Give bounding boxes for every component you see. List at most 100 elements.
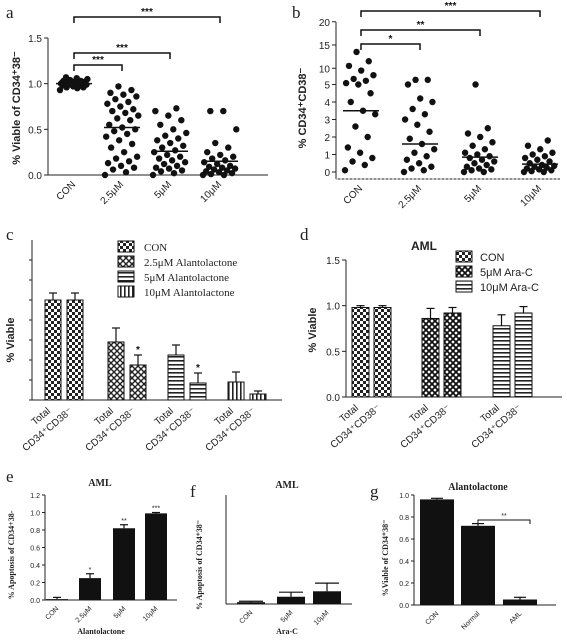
panel-c-legend-label: CON bbox=[144, 242, 167, 254]
panel-b-point bbox=[367, 90, 374, 97]
panel-d-title: AML bbox=[411, 239, 437, 253]
panel-e-bar: e AML % Apoptosis of CD34+38- Alantolact… bbox=[6, 467, 177, 636]
panel-c-bar: c % Viable TotalCD34⁺CD38⁻*TotalCD34⁺CD3… bbox=[5, 225, 282, 454]
panel-a-point bbox=[228, 169, 236, 177]
panel-a-point bbox=[152, 164, 160, 171]
panel-b-point bbox=[469, 142, 476, 149]
panel-b-point bbox=[372, 111, 379, 118]
panel-a-point bbox=[58, 79, 66, 86]
panel-b-point bbox=[426, 128, 433, 135]
panel-a-point bbox=[106, 121, 113, 128]
panel-b-point bbox=[350, 75, 357, 83]
panel-a-point bbox=[62, 74, 70, 81]
panel-e-ytick-label: 0.8 bbox=[30, 528, 40, 535]
panel-b-point bbox=[411, 149, 418, 156]
panel-g-xtick-label: CON bbox=[424, 610, 440, 626]
panel-b-point bbox=[543, 164, 550, 171]
panel-label-d: d bbox=[300, 225, 309, 244]
panel-a-point bbox=[158, 144, 166, 151]
panel-d-bar bbox=[514, 312, 533, 398]
panel-b-point bbox=[537, 146, 544, 153]
panel-a-point bbox=[114, 115, 121, 122]
panel-d-bar bbox=[421, 317, 440, 398]
panel-b-point bbox=[423, 153, 430, 160]
panel-a-point bbox=[205, 163, 213, 170]
panel-label-a: a bbox=[6, 3, 14, 22]
panel-a-point bbox=[168, 157, 176, 164]
panel-b-sig-label: ** bbox=[417, 20, 425, 31]
panel-a-point bbox=[226, 162, 234, 170]
panel-b-ytick-label: 15 bbox=[319, 41, 331, 52]
panel-b-point bbox=[524, 142, 532, 149]
panel-a-point bbox=[107, 144, 115, 151]
panel-a-point bbox=[181, 159, 189, 166]
panel-a-point bbox=[212, 139, 219, 147]
panel-a-point bbox=[112, 95, 119, 103]
panel-g-xtick-label: AML bbox=[508, 610, 523, 625]
panel-d-legend-label: 5μM Ara-C bbox=[480, 267, 533, 279]
panel-b-xtick-label: 5μM bbox=[462, 183, 484, 205]
panel-b-point bbox=[428, 163, 435, 170]
panel-a-sig-label: *** bbox=[141, 7, 153, 18]
panel-a-sig-label: *** bbox=[92, 55, 104, 66]
panel-a-point bbox=[117, 103, 124, 110]
panel-b-point bbox=[344, 144, 352, 151]
panel-g-xtick-label: Normal bbox=[461, 610, 482, 631]
panel-g-bar bbox=[503, 599, 537, 605]
panel-a-point bbox=[176, 153, 184, 160]
panel-a-point bbox=[128, 86, 135, 94]
panel-b-point bbox=[483, 161, 490, 169]
panel-d-legend-swatch bbox=[455, 250, 473, 263]
panel-g-bar bbox=[461, 525, 495, 605]
panel-f-xtick-label: 10μM bbox=[313, 609, 331, 627]
panel-a-sig-bracket bbox=[73, 52, 171, 59]
panel-f-xtick-label: CON bbox=[238, 609, 254, 625]
panel-b-point bbox=[464, 130, 472, 137]
panel-d-legend-label: CON bbox=[480, 252, 505, 264]
panel-a-sig-bracket bbox=[73, 16, 221, 23]
panel-a-point bbox=[150, 148, 158, 156]
panel-label-c: c bbox=[6, 225, 14, 244]
panel-c-ylabel: % Viable bbox=[5, 317, 17, 362]
panel-b-point bbox=[356, 149, 364, 156]
panel-b-point bbox=[480, 168, 487, 176]
panel-a-point bbox=[128, 140, 136, 148]
panel-a-point bbox=[125, 158, 133, 165]
panel-label-g: g bbox=[370, 482, 379, 501]
panel-a-ytick-label: 0.5 bbox=[28, 125, 42, 136]
panel-b-point bbox=[341, 167, 349, 174]
panel-a-point bbox=[125, 98, 132, 106]
panel-b-point bbox=[414, 121, 421, 128]
panel-a-point bbox=[115, 83, 122, 90]
panel-b-point bbox=[468, 167, 475, 174]
panel-b-point bbox=[529, 151, 536, 158]
panel-b-point bbox=[534, 156, 541, 163]
panel-a-sig-bracket bbox=[73, 64, 123, 71]
panel-b-point bbox=[463, 163, 471, 170]
panel-b-point bbox=[424, 76, 431, 84]
panel-a-point bbox=[210, 166, 218, 173]
panel-a-point bbox=[152, 107, 159, 115]
panel-b-point bbox=[486, 153, 493, 160]
panel-g-bar: g Alantolactone %Viable of CD34⁺38⁻ 0.0 0… bbox=[370, 482, 556, 631]
panel-c-star: * bbox=[196, 363, 200, 374]
panel-b-point bbox=[401, 116, 409, 123]
panel-b-point bbox=[355, 81, 362, 88]
panel-b-point bbox=[404, 81, 412, 88]
panel-b-point bbox=[415, 160, 423, 167]
panel-a-ytick-label: 0.0 bbox=[28, 171, 42, 182]
panel-a-xtick-label: 2.5μM bbox=[99, 179, 127, 207]
panel-a-point bbox=[213, 160, 221, 168]
panel-a-point bbox=[122, 169, 130, 176]
panel-a-point bbox=[101, 171, 109, 179]
panel-d-ylabel: % Viable bbox=[307, 307, 319, 352]
panel-e-bar bbox=[79, 578, 101, 600]
panel-a-point bbox=[80, 84, 87, 91]
panel-c-bar bbox=[189, 382, 207, 401]
panel-b-xtick-label: 2.5μM bbox=[397, 183, 425, 211]
panel-b-point bbox=[403, 156, 411, 163]
panel-b-point bbox=[481, 146, 489, 153]
panel-b-point bbox=[421, 111, 429, 118]
panel-f-bar bbox=[313, 591, 341, 604]
panel-d-bar bbox=[443, 312, 462, 398]
